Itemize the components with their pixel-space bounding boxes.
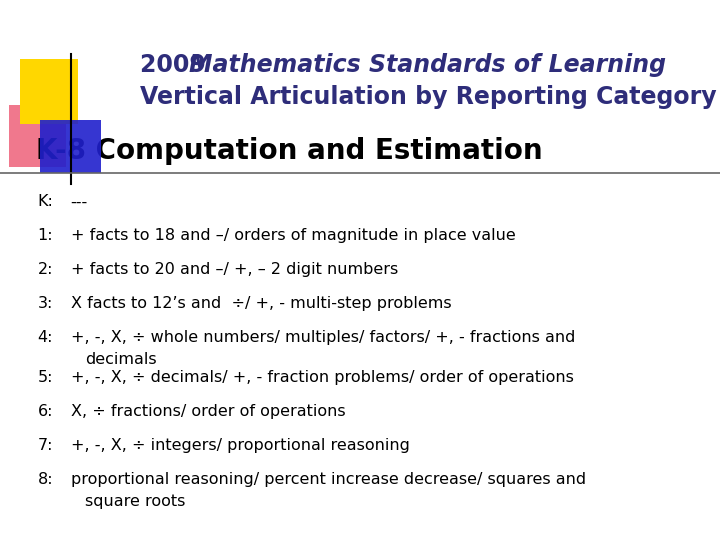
Text: 1:: 1:	[37, 228, 53, 244]
Text: 3:: 3:	[37, 296, 53, 312]
Text: Vertical Articulation by Reporting Category: Vertical Articulation by Reporting Categ…	[140, 85, 717, 109]
Bar	[40, 120, 101, 173]
Text: 8:: 8:	[37, 472, 53, 487]
Text: 4:: 4:	[37, 330, 53, 346]
Text: +, -, X, ÷ whole numbers/ multiples/ factors/ +, - fractions and: +, -, X, ÷ whole numbers/ multiples/ fac…	[71, 330, 575, 346]
Text: K-8 Computation and Estimation: K-8 Computation and Estimation	[36, 137, 543, 165]
Text: +, -, X, ÷ decimals/ +, - fraction problems/ order of operations: +, -, X, ÷ decimals/ +, - fraction probl…	[71, 370, 573, 385]
Text: square roots: square roots	[85, 494, 185, 509]
Text: Mathematics Standards of Learning: Mathematics Standards of Learning	[189, 53, 667, 77]
Text: 2009: 2009	[140, 53, 215, 77]
Text: +, -, X, ÷ integers/ proportional reasoning: +, -, X, ÷ integers/ proportional reason…	[71, 438, 410, 453]
Text: 6:: 6:	[37, 404, 53, 419]
Text: 5:: 5:	[37, 370, 53, 385]
Text: 2:: 2:	[37, 262, 53, 278]
Text: 7:: 7:	[37, 438, 53, 453]
Bar	[20, 59, 78, 124]
Bar	[9, 105, 66, 167]
Text: decimals: decimals	[85, 352, 156, 367]
Text: X facts to 12’s and  ÷/ +, - multi-step problems: X facts to 12’s and ÷/ +, - multi-step p…	[71, 296, 451, 312]
Text: K:: K:	[37, 194, 53, 210]
Text: ---: ---	[71, 194, 88, 210]
Text: + facts to 18 and –/ orders of magnitude in place value: + facts to 18 and –/ orders of magnitude…	[71, 228, 516, 244]
Text: X, ÷ fractions/ order of operations: X, ÷ fractions/ order of operations	[71, 404, 345, 419]
Text: + facts to 20 and –/ +, – 2 digit numbers: + facts to 20 and –/ +, – 2 digit number…	[71, 262, 398, 278]
Text: proportional reasoning/ percent increase decrease/ squares and: proportional reasoning/ percent increase…	[71, 472, 585, 487]
